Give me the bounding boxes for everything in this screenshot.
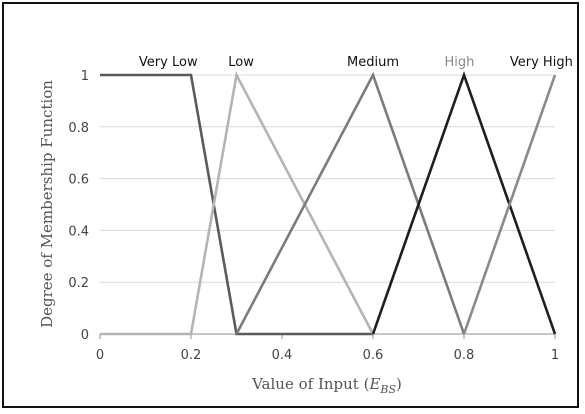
y-tick-label-1: 0.2 bbox=[68, 276, 89, 291]
y-axis-title: Degree of Membership Function bbox=[38, 80, 56, 328]
y-tick-label-4: 0.8 bbox=[68, 121, 89, 136]
series-line-very-high bbox=[462, 74, 557, 335]
y-tick-label-2: 0.4 bbox=[68, 224, 89, 239]
series-labels: Very Low Low Medium High Very High bbox=[139, 55, 573, 70]
x-tick-label-4: 0.8 bbox=[454, 348, 475, 363]
x-tick-label-3: 0.6 bbox=[363, 348, 384, 363]
x-tick-label-0: 0 bbox=[96, 348, 104, 363]
chart-frame bbox=[2, 2, 579, 408]
x-tick-label-1: 0.2 bbox=[181, 348, 202, 363]
series-line-low bbox=[100, 71, 375, 336]
series-label-low: Low bbox=[228, 55, 254, 70]
series-line-very-low bbox=[100, 73, 373, 336]
series-line-medium bbox=[235, 71, 466, 335]
series-lines bbox=[100, 71, 557, 336]
x-tick-labels: 0 0.2 0.4 0.6 0.8 1 bbox=[96, 334, 559, 363]
x-axis-title: Value of Input (EBS) bbox=[251, 375, 402, 396]
series-label-high: High bbox=[445, 55, 475, 70]
y-tick-labels: 0 0.2 0.4 0.6 0.8 1 bbox=[68, 69, 89, 343]
x-tick-label-2: 0.4 bbox=[272, 348, 293, 363]
y-tick-label-0: 0 bbox=[81, 328, 89, 343]
series-line-high bbox=[371, 71, 557, 335]
x-tick-label-5: 1 bbox=[551, 348, 559, 363]
series-label-medium: Medium bbox=[347, 55, 399, 70]
y-tick-label-5: 1 bbox=[81, 69, 89, 84]
y-tick-label-3: 0.6 bbox=[68, 173, 89, 188]
series-label-very-high: Very High bbox=[510, 55, 573, 70]
series-label-very-low: Very Low bbox=[139, 55, 198, 70]
grid-lines bbox=[100, 74, 555, 335]
